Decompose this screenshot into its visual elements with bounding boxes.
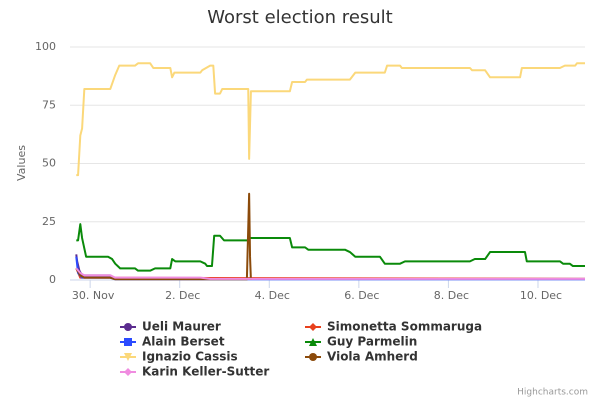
legend-marker: [124, 323, 132, 331]
y-tick-label: 75: [42, 98, 56, 111]
x-tick-label: 6. Dec: [344, 289, 379, 302]
chart-title: Worst election result: [207, 7, 392, 28]
series-line: [75, 254, 585, 280]
y-tick-label: 25: [42, 215, 56, 228]
legend-label[interactable]: Ueli Maurer: [142, 320, 221, 334]
y-axis-label: Values: [15, 145, 28, 181]
legend-label[interactable]: Ignazio Cassis: [142, 350, 238, 364]
y-tick-label: 50: [42, 157, 56, 170]
series-line: [75, 267, 585, 280]
legend-label[interactable]: Simonetta Sommaruga: [327, 320, 482, 334]
legend-marker: [309, 323, 317, 331]
series-line: [76, 62, 585, 177]
legend-marker: [309, 338, 317, 346]
legend-label[interactable]: Karin Keller-Sutter: [142, 365, 269, 379]
legend-label[interactable]: Alain Berset: [142, 335, 225, 349]
series-line: [75, 256, 585, 281]
y-tick-label: 100: [35, 40, 56, 53]
legend-marker: [309, 353, 317, 361]
x-tick-label: 30. Nov: [72, 289, 115, 302]
x-tick-label: 10. Dec: [520, 289, 562, 302]
series-line: [75, 192, 252, 281]
credits[interactable]: Highcharts.com: [517, 388, 588, 398]
x-tick-label: 2. Dec: [165, 289, 200, 302]
legend-label[interactable]: Viola Amherd: [327, 350, 418, 364]
legend-marker: [124, 368, 132, 376]
y-tick-label: 0: [49, 273, 56, 286]
x-tick-label: 8. Dec: [434, 289, 469, 302]
x-tick-label: 4. Dec: [255, 289, 290, 302]
legend-marker: [124, 353, 132, 361]
legend-label[interactable]: Guy Parmelin: [327, 335, 417, 349]
series-line: [76, 223, 585, 272]
legend-marker: [124, 338, 132, 346]
